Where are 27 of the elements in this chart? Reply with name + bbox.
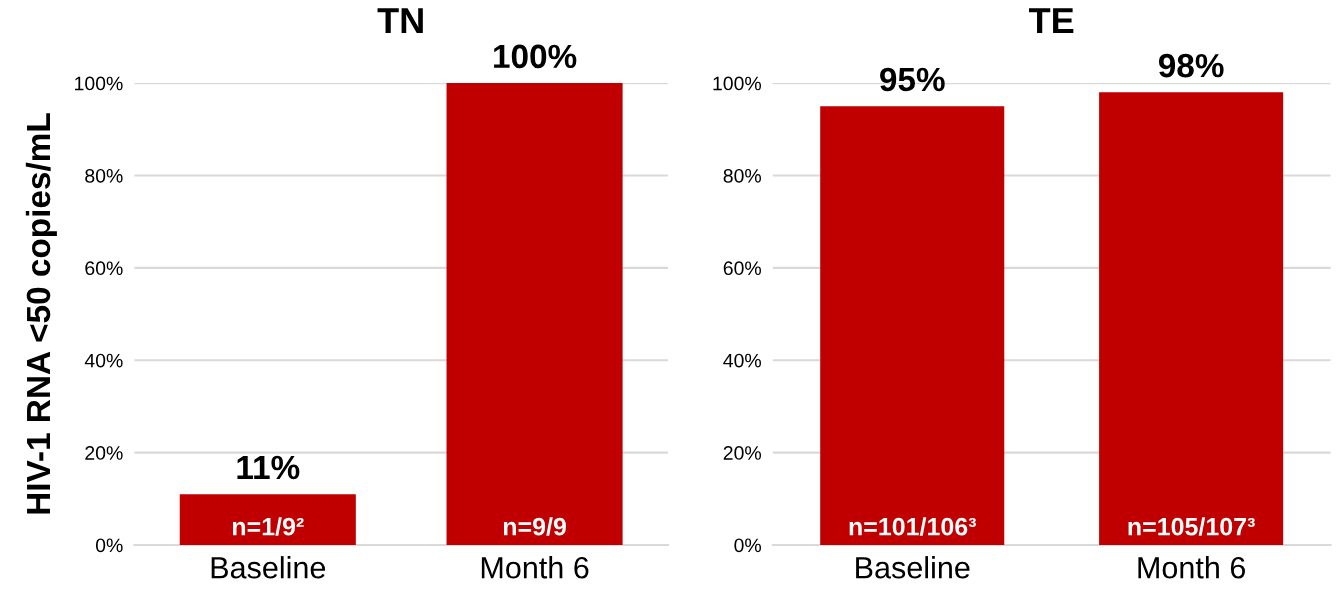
annotation: n=1/9² [232, 517, 304, 536]
data-label: 100% [494, 44, 577, 69]
y-tick-label: 80% [85, 168, 123, 183]
data-label: 95% [880, 67, 945, 92]
y-tick-label: 40% [84, 353, 123, 368]
y-tick-label: 60% [85, 261, 123, 276]
data-label: 98% [1158, 53, 1224, 78]
y-tick-label: 100% [75, 76, 123, 91]
annotation: n=105/107³ [1128, 517, 1255, 536]
y-axis-title: HIV-1 RNA <50 copies/mL [25, 113, 57, 514]
y-tick-label: 20% [723, 446, 761, 460]
data-label: 11% [237, 455, 300, 480]
annotation: n=101/106³ [849, 517, 976, 536]
y-tick-label: 0% [95, 538, 123, 553]
y-tick-label: 80% [723, 168, 761, 183]
chart-title: TE [1029, 8, 1074, 34]
y-tick-label: 40% [723, 353, 761, 368]
x-tick-label: Baseline [211, 556, 326, 579]
chart-title: TN [377, 8, 423, 34]
y-tick-label: 100% [713, 76, 761, 91]
y-tick-label: 0% [734, 538, 761, 553]
annotation: n=9/9 [503, 517, 566, 536]
x-tick-label: Month 6 [1138, 556, 1245, 579]
y-tick-label: 60% [723, 261, 761, 276]
x-tick-label: Baseline [856, 556, 970, 579]
y-tick-label: 20% [85, 446, 123, 460]
x-tick-label: Month 6 [481, 556, 589, 579]
